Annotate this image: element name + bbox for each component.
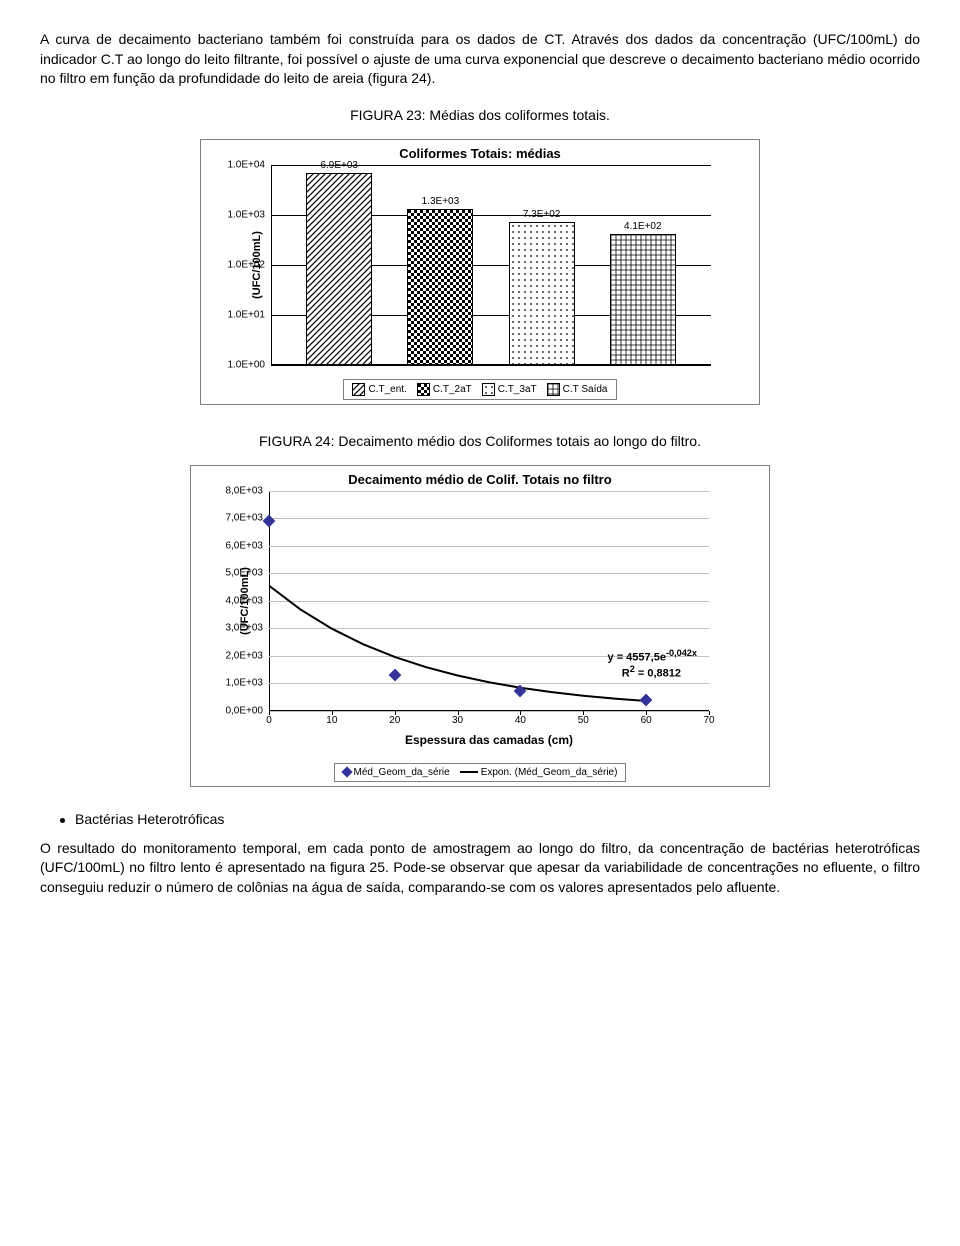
- legend-swatch-icon: [482, 383, 495, 396]
- legend-label: Expon. (Méd_Geom_da_série): [481, 767, 618, 778]
- x-tick: 70: [703, 715, 714, 726]
- y-axis-label: (UFC/100mL): [251, 231, 263, 299]
- y-axis-label: (UFC/100mL): [239, 567, 251, 635]
- figure23-caption: FIGURA 23: Médias dos coliformes totais.: [40, 107, 920, 123]
- x-tick: 40: [515, 715, 526, 726]
- legend-label: C.T_2aT: [433, 384, 472, 395]
- bar: [509, 222, 575, 365]
- y-tick: 7,0E+03: [225, 513, 263, 524]
- legend-label: C.T Saída: [563, 384, 608, 395]
- legend-item: C.T_ent.: [352, 383, 406, 396]
- y-tick: 8,0E+03: [225, 485, 263, 496]
- x-tick: 30: [452, 715, 463, 726]
- bullet-heterotroficas: Bactérias Heterotróficas: [60, 811, 920, 827]
- bar: [306, 173, 372, 365]
- y-tick: 1,0E+03: [225, 678, 263, 689]
- figure24-plot-area: 0,0E+001,0E+032,0E+033,0E+034,0E+035,0E+…: [269, 491, 709, 711]
- legend-label: C.T_ent.: [368, 384, 406, 395]
- legend-item: Expon. (Méd_Geom_da_série): [460, 767, 618, 778]
- y-tick: 1.0E+01: [227, 309, 265, 320]
- y-tick: 1.0E+04: [227, 159, 265, 170]
- legend-item: C.T Saída: [547, 383, 608, 396]
- equation-line1: y = 4557,5e-0,042x: [608, 648, 697, 664]
- x-tick: 50: [578, 715, 589, 726]
- bar-value-label: 4.1E+02: [624, 221, 662, 232]
- figure24-caption: FIGURA 24: Decaimento médio dos Coliform…: [40, 433, 920, 449]
- legend-item: C.T_2aT: [417, 383, 472, 396]
- figure23-plot-area: 1.0E+001.0E+011.0E+021.0E+031.0E+04(UFC/…: [271, 165, 711, 365]
- x-tick: 0: [266, 715, 272, 726]
- equation-line2: R2 = 0,8812: [622, 664, 681, 680]
- legend-item: Méd_Geom_da_série: [343, 767, 450, 778]
- bullet-dot-icon: [60, 818, 65, 823]
- figure24-chart: Decaimento médio de Colif. Totais no fil…: [190, 465, 770, 787]
- bar-value-label: 1.3E+03: [422, 196, 460, 207]
- y-tick: 1.0E+03: [227, 209, 265, 220]
- paragraph-1: A curva de decaimento bacteriano também …: [40, 30, 920, 89]
- y-tick: 1.0E+00: [227, 359, 265, 370]
- figure23-legend: C.T_ent. C.T_2aT C.T_3aT C.T Saída: [343, 379, 616, 400]
- figure24-title: Decaimento médio de Colif. Totais no fil…: [191, 466, 769, 491]
- x-axis-label: Espessura das camadas (cm): [405, 733, 573, 747]
- x-tick: 60: [641, 715, 652, 726]
- legend-item: C.T_3aT: [482, 383, 537, 396]
- legend-label: Méd_Geom_da_série: [354, 767, 450, 778]
- legend-line-icon: [460, 771, 478, 773]
- y-tick: 0,0E+00: [225, 705, 263, 716]
- legend-swatch-icon: [417, 383, 430, 396]
- x-tick: 20: [389, 715, 400, 726]
- bar-value-label: 6.9E+03: [320, 160, 358, 171]
- bar-value-label: 7.3E+02: [523, 209, 561, 220]
- bar: [407, 209, 473, 365]
- y-tick: 2,0E+03: [225, 650, 263, 661]
- figure23-title: Coliformes Totais: médias: [201, 140, 759, 165]
- y-tick: 6,0E+03: [225, 540, 263, 551]
- legend-label: C.T_3aT: [498, 384, 537, 395]
- paragraph-2: O resultado do monitoramento temporal, e…: [40, 839, 920, 898]
- legend-swatch-icon: [352, 383, 365, 396]
- legend-diamond-icon: [341, 767, 352, 778]
- legend-swatch-icon: [547, 383, 560, 396]
- figure23-chart: Coliformes Totais: médias 1.0E+001.0E+01…: [200, 139, 760, 405]
- bullet-label: Bactérias Heterotróficas: [75, 811, 224, 827]
- x-tick: 10: [326, 715, 337, 726]
- bar: [610, 234, 676, 365]
- figure24-legend: Méd_Geom_da_série Expon. (Méd_Geom_da_sér…: [334, 763, 627, 782]
